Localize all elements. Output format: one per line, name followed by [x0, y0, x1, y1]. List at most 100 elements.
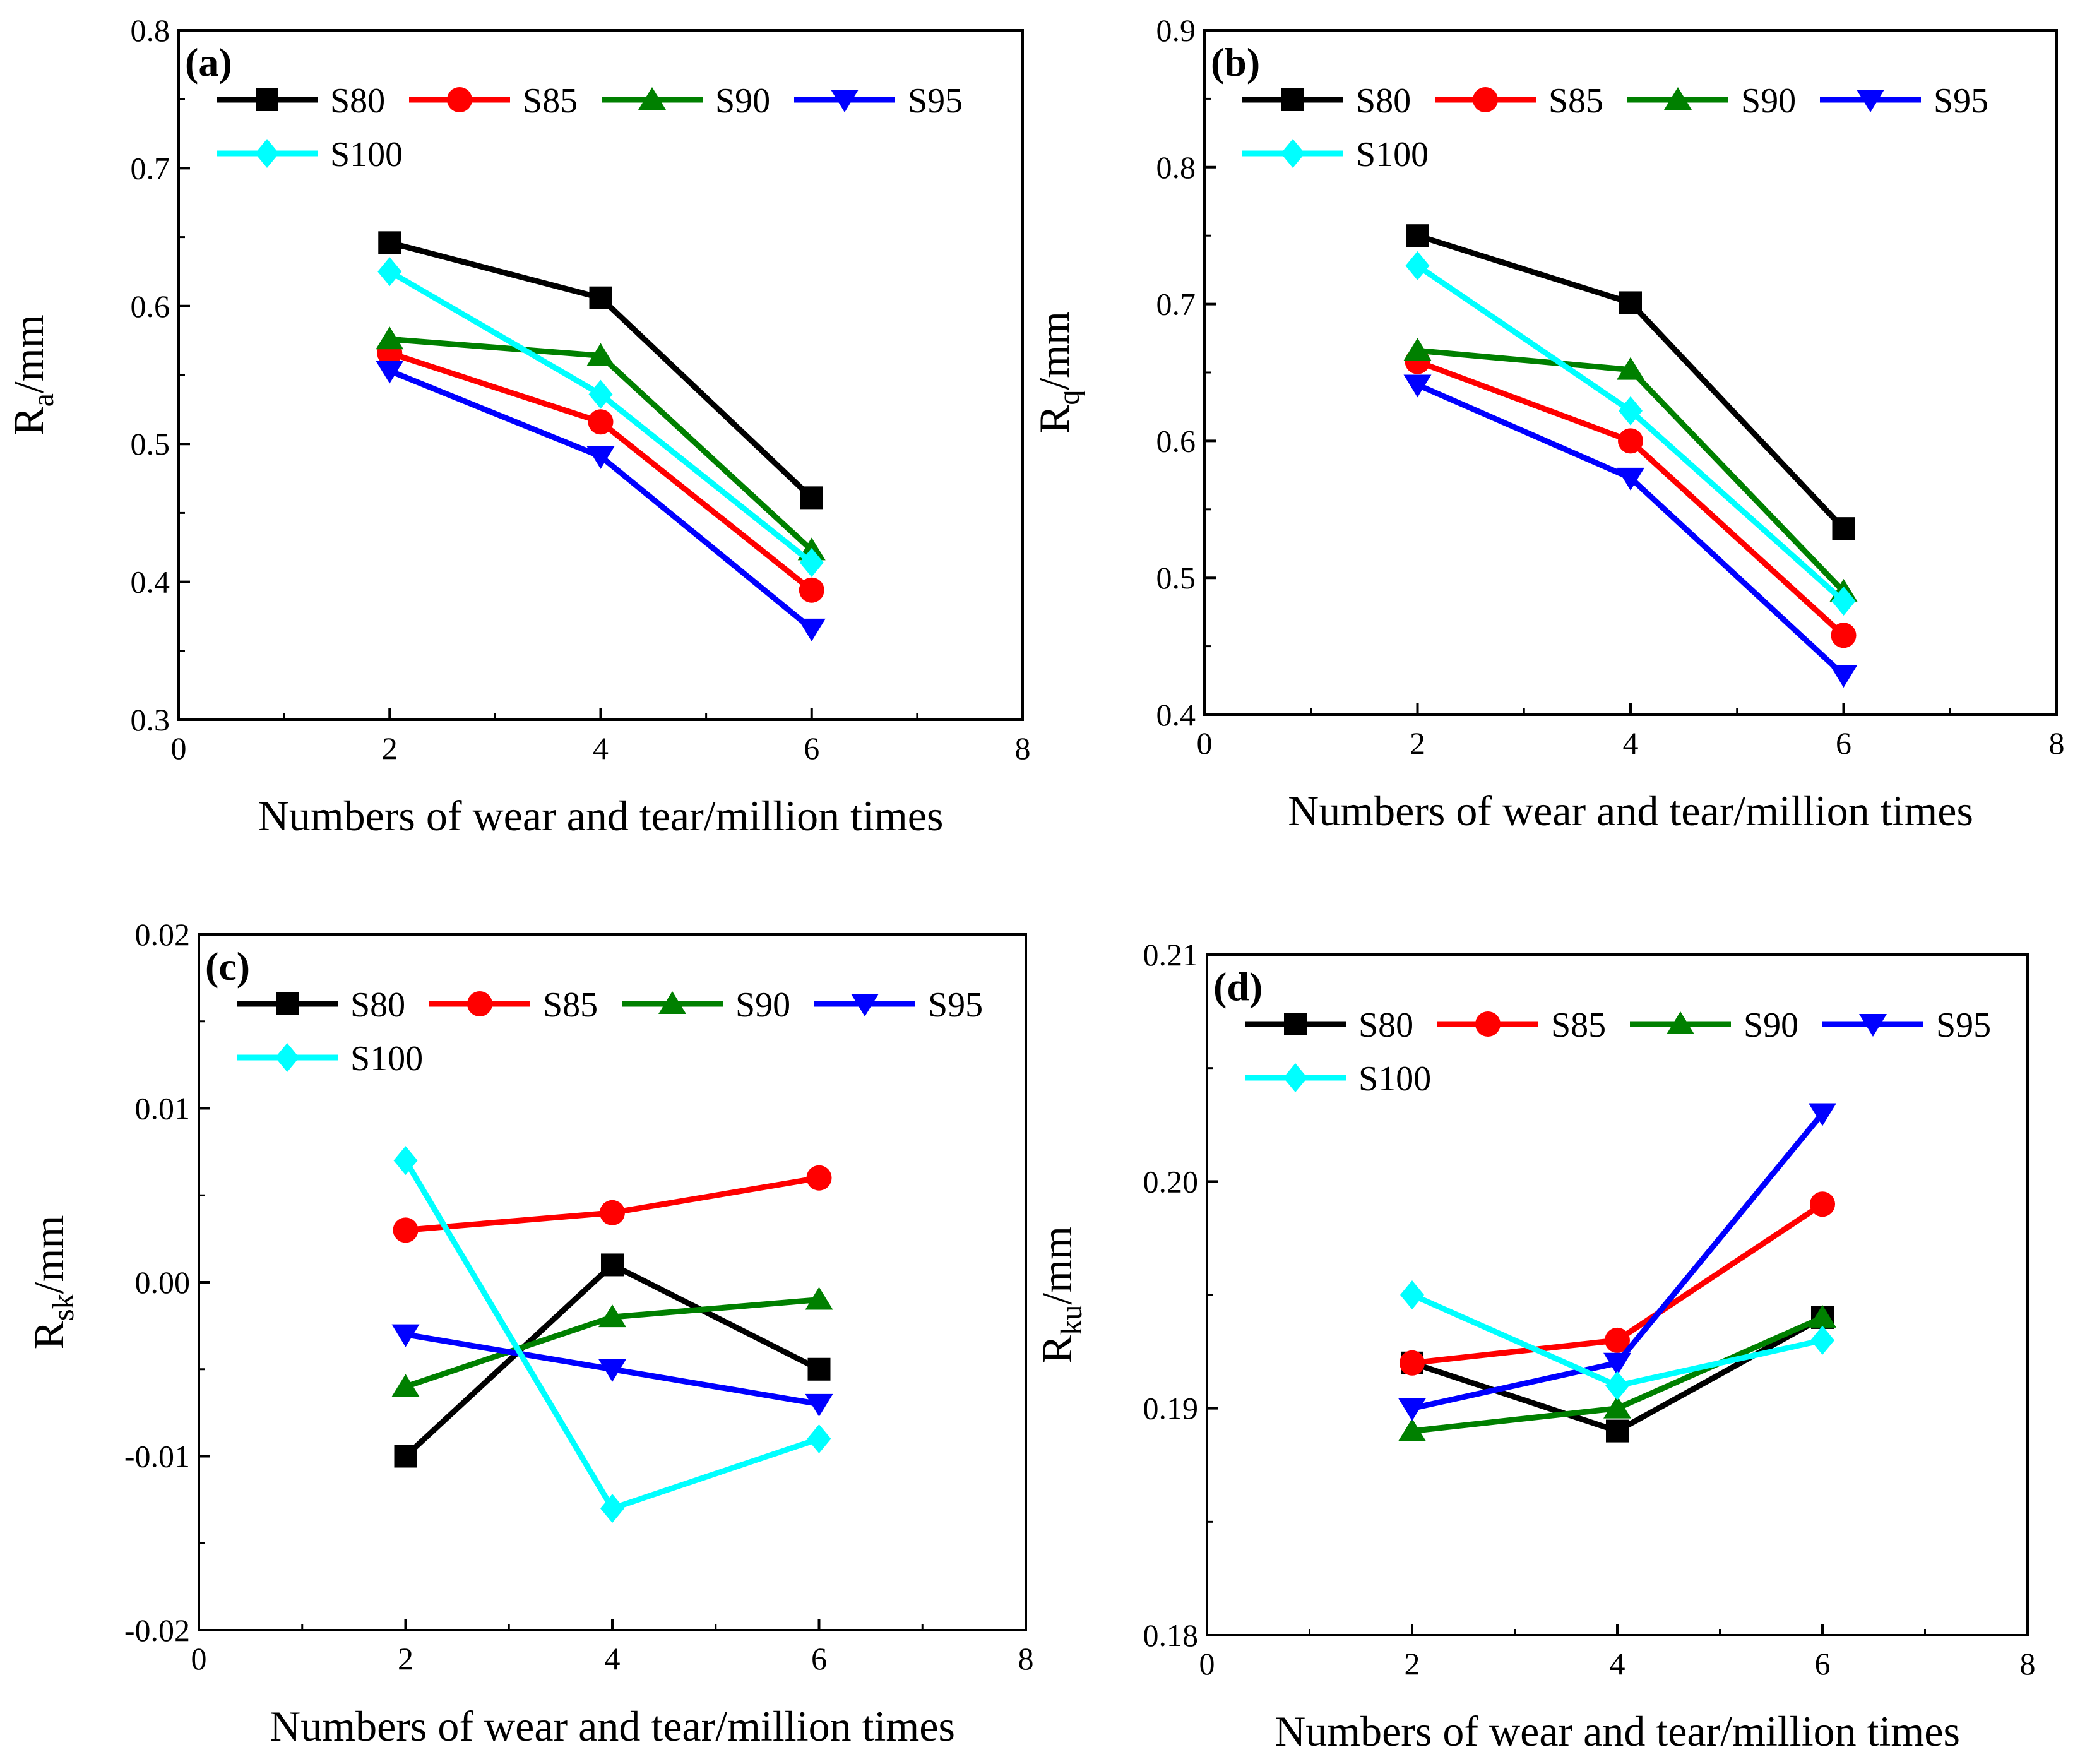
chart-panel-a: 0 2 4 6 8 0.3 0.4 0.5 0.6 0.7 0.8 Numbers of wear a…	[4, 13, 1031, 840]
x-axis-title: Numbers of wear and tear/million times	[1275, 1707, 1960, 1755]
data-point-s85	[806, 1165, 832, 1191]
data-point-s95	[586, 446, 615, 469]
legend-label: S90	[1744, 1006, 1798, 1045]
y-tick-label: 0.3	[131, 702, 170, 737]
data-point-s95	[1829, 665, 1858, 688]
legend-marker	[831, 90, 859, 112]
legend-marker	[1281, 88, 1304, 111]
y-tick-label: 0.4	[1156, 697, 1196, 732]
x-tick-label: 2	[398, 1641, 413, 1676]
legend-label: S85	[1551, 1006, 1606, 1045]
y-axis-title-main: R	[4, 407, 52, 436]
legend-marker	[1475, 1011, 1501, 1037]
x-tick-label: 8	[1018, 1641, 1034, 1676]
data-point-s80	[807, 1357, 831, 1381]
data-point-s95	[391, 1324, 420, 1347]
legend-label: S80	[1358, 1006, 1413, 1045]
legend-marker	[276, 992, 299, 1015]
data-point-s80	[378, 231, 401, 254]
x-axis-title: Numbers of wear and tear/million times	[258, 792, 944, 840]
legend-marker	[255, 139, 279, 168]
legend-entry-s90: S90	[1627, 81, 1796, 121]
legend-marker	[275, 1043, 299, 1072]
data-point-s80	[589, 286, 612, 309]
legend-label: S85	[1548, 81, 1603, 121]
data-point-s85	[588, 409, 614, 435]
legend-marker	[638, 87, 666, 110]
legend-marker	[1859, 1014, 1887, 1037]
data-point-s85	[1605, 1327, 1630, 1353]
legend-entry-s100: S100	[217, 135, 403, 174]
chart-panel-c: 0 2 4 6 8 -0.02 -0.01 0.00 0.01 0.02 Numbers of we…	[25, 917, 1034, 1750]
chart-panel-b: 0 2 4 6 8 0.4 0.5 0.6 0.7 0.8 0.9 Numbers of wear a…	[1030, 13, 2065, 835]
legend-marker	[1281, 139, 1305, 168]
data-point-s85	[393, 1217, 419, 1243]
legend-label: S100	[1356, 135, 1429, 174]
x-tick-label: 0	[191, 1641, 207, 1676]
x-tick-label: 4	[1610, 1646, 1625, 1681]
data-point-s90	[586, 343, 615, 366]
y-axis-title: Rsk/mm	[25, 1215, 80, 1350]
data-point-s95	[1809, 1103, 1836, 1126]
data-point-s95	[1398, 1398, 1426, 1421]
x-tick-label: 2	[382, 730, 398, 766]
data-point-s95	[1617, 467, 1644, 491]
data-point-s85	[600, 1200, 625, 1225]
data-point-s85	[1400, 1350, 1425, 1376]
legend-entry-s85: S85	[1437, 1006, 1606, 1045]
legend-label: S90	[715, 81, 770, 121]
y-tick-label: 0.6	[1156, 423, 1196, 458]
x-tick-label: 4	[593, 730, 609, 766]
y-axis-title-main: R	[25, 1320, 73, 1349]
y-tick-label: 0.21	[1143, 937, 1199, 972]
data-point-s80	[601, 1253, 624, 1277]
legend-entry-s95: S95	[1822, 1006, 1991, 1045]
x-axis-title: Numbers of wear and tear/million times	[1288, 787, 1973, 835]
data-point-s80	[394, 1445, 417, 1468]
y-axis-title-subscript: q	[1052, 390, 1086, 405]
chart-panel-d: 0 2 4 6 8 0.18 0.19 0.20 0.21 Numbers of wear and…	[1033, 937, 2036, 1755]
legend-marker	[1664, 87, 1692, 110]
legend-entry-s85: S85	[1435, 81, 1603, 121]
legend-marker	[256, 88, 278, 111]
legend-label: S90	[735, 986, 790, 1025]
data-point-s100	[807, 1424, 831, 1453]
y-axis-title-unit: /mm	[25, 1215, 73, 1294]
legend-label: S85	[523, 81, 578, 121]
panel-label: (d)	[1213, 964, 1263, 1009]
y-tick-label: 0.7	[131, 150, 170, 186]
panel-label: (a)	[185, 40, 232, 85]
x-tick-label: 8	[1015, 730, 1031, 766]
data-point-s90	[1398, 1418, 1426, 1441]
legend-entry-s80: S80	[1245, 1006, 1413, 1045]
data-point-s100	[1810, 1325, 1834, 1355]
data-point-s90	[1809, 1304, 1836, 1328]
data-point-s90	[1403, 338, 1432, 361]
data-point-s100	[1400, 1280, 1424, 1309]
legend-marker	[658, 991, 686, 1014]
legend-marker	[447, 87, 472, 112]
legend-entry-s80: S80	[237, 986, 405, 1025]
data-point-s90	[1603, 1395, 1631, 1419]
x-tick-label: 0	[1199, 1646, 1215, 1681]
data-point-s100	[1619, 396, 1643, 426]
legend-entry-s90: S90	[602, 81, 770, 121]
y-axis-title-main: R	[1030, 405, 1078, 434]
legend-entry-s85: S85	[429, 986, 598, 1025]
y-tick-label: 0.5	[131, 426, 170, 462]
data-point-s90	[1617, 357, 1644, 380]
data-point-s85	[799, 577, 824, 603]
legend-entry-s80: S80	[1242, 81, 1411, 121]
legend-entry-s100: S100	[1242, 135, 1429, 174]
y-tick-label: 0.5	[1156, 560, 1196, 595]
legend-label: S80	[350, 986, 405, 1025]
legend-marker	[851, 994, 879, 1016]
legend-label: S80	[330, 81, 385, 121]
x-tick-label: 2	[1405, 1646, 1420, 1681]
data-point-s95	[805, 1393, 833, 1417]
y-axis-title: Rku/mm	[1033, 1226, 1088, 1364]
data-point-s80	[1832, 517, 1855, 540]
x-tick-label: 2	[1410, 725, 1425, 761]
data-point-s100	[377, 257, 402, 287]
y-tick-label: 0.18	[1143, 1618, 1199, 1653]
